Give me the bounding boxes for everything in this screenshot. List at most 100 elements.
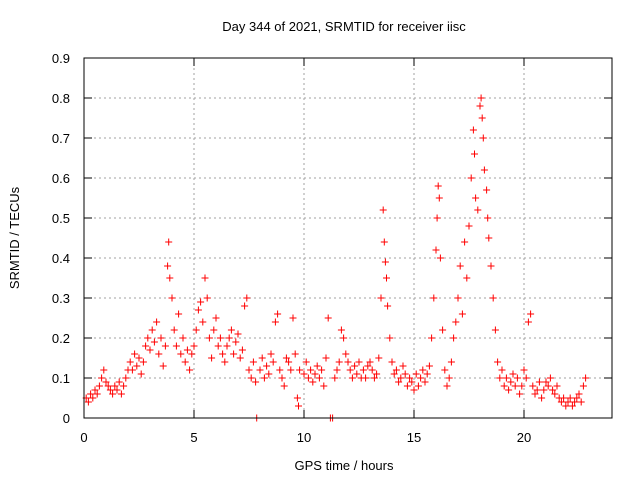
data-point bbox=[148, 326, 156, 334]
data-point bbox=[84, 398, 92, 406]
data-point bbox=[538, 394, 546, 402]
data-point bbox=[430, 294, 438, 302]
data-point bbox=[186, 366, 194, 374]
data-point bbox=[496, 374, 504, 382]
data-point bbox=[421, 378, 429, 386]
data-point bbox=[183, 346, 191, 354]
data-point bbox=[278, 374, 286, 382]
x-tick-label: 20 bbox=[517, 430, 531, 445]
data-point bbox=[562, 402, 570, 410]
data-point bbox=[484, 214, 492, 222]
data-point bbox=[216, 334, 224, 342]
data-point bbox=[225, 334, 233, 342]
data-point bbox=[227, 326, 235, 334]
data-point bbox=[289, 314, 297, 322]
data-point bbox=[355, 358, 363, 366]
data-point bbox=[364, 362, 372, 370]
data-point bbox=[458, 310, 466, 318]
data-point bbox=[575, 390, 583, 398]
data-point bbox=[476, 102, 484, 110]
x-tick-label: 0 bbox=[80, 430, 87, 445]
data-point bbox=[516, 390, 524, 398]
x-tick-label: 5 bbox=[190, 430, 197, 445]
data-point bbox=[139, 358, 147, 366]
y-tick-label: 0 bbox=[63, 411, 70, 426]
data-point bbox=[192, 326, 200, 334]
data-point bbox=[172, 342, 180, 350]
data-point bbox=[232, 338, 240, 346]
data-point bbox=[117, 390, 125, 398]
data-point bbox=[104, 382, 112, 390]
data-point bbox=[320, 382, 328, 390]
data-point bbox=[137, 370, 145, 378]
data-point bbox=[507, 378, 515, 386]
data-point bbox=[447, 358, 455, 366]
data-point bbox=[439, 326, 447, 334]
data-point bbox=[98, 374, 106, 382]
data-point bbox=[170, 326, 178, 334]
data-point bbox=[210, 326, 218, 334]
data-point bbox=[221, 358, 229, 366]
data-point bbox=[201, 274, 209, 282]
data-point bbox=[133, 362, 141, 370]
data-point bbox=[494, 358, 502, 366]
data-point bbox=[245, 366, 253, 374]
x-ticks: 0 5 10 15 20 bbox=[80, 58, 531, 445]
data-point bbox=[199, 318, 207, 326]
data-point bbox=[238, 346, 246, 354]
data-point bbox=[432, 246, 440, 254]
data-point bbox=[498, 366, 506, 374]
data-point bbox=[471, 150, 478, 158]
data-point bbox=[335, 358, 343, 366]
data-point bbox=[161, 342, 169, 350]
data-point bbox=[164, 262, 172, 270]
y-tick-label: 0.8 bbox=[52, 91, 70, 106]
data-point bbox=[87, 390, 95, 398]
data-point bbox=[258, 354, 266, 362]
data-point bbox=[190, 342, 198, 350]
data-point bbox=[274, 310, 282, 318]
data-point bbox=[380, 238, 388, 246]
data-point bbox=[397, 374, 405, 382]
data-point bbox=[410, 386, 418, 394]
data-point bbox=[241, 302, 249, 310]
data-point bbox=[142, 342, 150, 350]
data-point bbox=[179, 334, 187, 342]
data-point bbox=[452, 318, 460, 326]
y-tick-label: 0.6 bbox=[52, 171, 70, 186]
data-point bbox=[524, 318, 532, 326]
data-point bbox=[333, 366, 341, 374]
data-point bbox=[247, 374, 255, 382]
data-point bbox=[456, 262, 464, 270]
data-point bbox=[477, 94, 485, 102]
data-point bbox=[106, 386, 114, 394]
data-point bbox=[302, 358, 310, 366]
data-point bbox=[166, 274, 174, 282]
data-point bbox=[249, 358, 257, 366]
data-point bbox=[433, 214, 441, 222]
data-point bbox=[208, 354, 216, 362]
data-point bbox=[469, 126, 477, 134]
data-point bbox=[109, 390, 117, 398]
data-point bbox=[390, 370, 398, 378]
data-point bbox=[463, 274, 471, 282]
data-point bbox=[478, 114, 486, 122]
data-point bbox=[205, 334, 213, 342]
data-point bbox=[445, 374, 453, 382]
data-point bbox=[296, 366, 304, 374]
data-point bbox=[144, 334, 152, 342]
data-point bbox=[553, 382, 561, 390]
data-point bbox=[479, 134, 487, 142]
data-point bbox=[465, 222, 473, 230]
data-point bbox=[467, 174, 475, 182]
data-point bbox=[291, 350, 299, 358]
data-point bbox=[480, 166, 488, 174]
data-point bbox=[383, 274, 390, 282]
data-point bbox=[315, 374, 323, 382]
data-point bbox=[443, 382, 451, 390]
data-point bbox=[93, 390, 101, 398]
data-point bbox=[406, 374, 414, 382]
y-tick-label: 0.5 bbox=[52, 211, 70, 226]
data-point bbox=[309, 378, 317, 386]
